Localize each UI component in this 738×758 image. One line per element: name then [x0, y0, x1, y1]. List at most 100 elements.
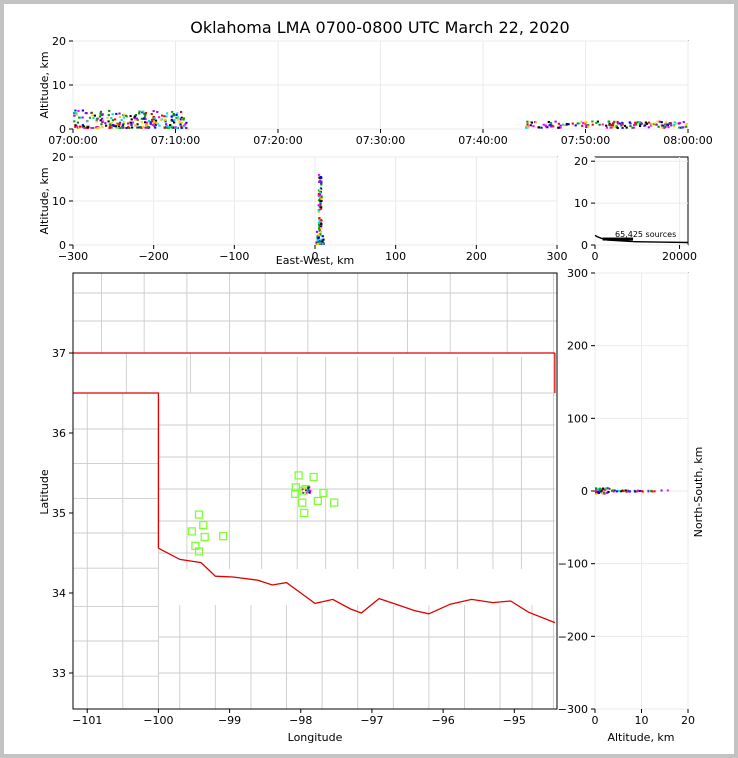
time-height-source-point	[598, 123, 601, 126]
time-height-source-point	[620, 124, 623, 127]
plan-map-ytick-label: 35	[52, 507, 66, 520]
time-height-source-point	[596, 120, 599, 123]
histogram-xtick-label: 20000	[662, 250, 697, 263]
time-height-source-point	[78, 125, 82, 128]
time-height-source-point	[682, 121, 685, 124]
ew-height-xlabel: East-West, km	[276, 254, 354, 267]
time-height-source-point	[170, 115, 173, 118]
time-height-source-point	[171, 126, 175, 129]
alt-ns-ytick-label: −300	[558, 703, 588, 716]
plan-map-ytick-label: 36	[52, 427, 66, 440]
time-height-source-point	[144, 115, 147, 118]
time-height-source-point	[134, 114, 137, 116]
time-height-source-point	[529, 124, 532, 127]
ew-height-source-point	[317, 199, 321, 202]
time-height-source-point	[635, 123, 638, 126]
time-height-source-point	[83, 126, 86, 129]
ew-height-source-point	[317, 236, 320, 239]
time-height-source-point	[95, 117, 99, 120]
alt-ns-source-point	[604, 487, 607, 490]
ew-height-source-point	[318, 173, 321, 176]
alt-ns-ytick-label: 300	[567, 267, 588, 280]
alt-ns-xtick-label: 20	[681, 714, 695, 727]
plan-map-source-point	[308, 489, 310, 491]
time-height-source-point	[138, 112, 141, 115]
time-height-source-point	[673, 121, 676, 124]
time-height-source-point	[143, 112, 146, 115]
time-height-source-point	[175, 114, 178, 116]
plan-map-panel: −101 −100 −99 −98 −97 −96 −95 33 34 35 36 37 Latitu…	[38, 272, 558, 744]
time-height-source-point	[81, 116, 84, 119]
time-height-source-point	[554, 120, 557, 123]
time-height-source-point	[615, 125, 618, 128]
time-height-source-point	[88, 126, 91, 129]
alt-ns-source-point	[660, 489, 663, 492]
time-height-source-point	[134, 124, 137, 127]
time-height-source-point	[134, 118, 137, 121]
time-height-source-point	[185, 121, 188, 124]
time-height-panel: 07:00:00 07:10:00 07:20:00 07:30:00 07:40:00…	[38, 35, 713, 147]
time-height-xtick-label: 07:30:00	[356, 134, 405, 147]
alt-ns-source-point	[653, 490, 656, 493]
time-height-source-point	[130, 118, 133, 121]
time-height-source-point	[110, 126, 113, 129]
lma-station-marker	[309, 472, 318, 482]
time-height-source-point	[155, 122, 158, 125]
lma-station-marker	[299, 486, 308, 495]
alt-ns-source-point	[622, 490, 625, 493]
plan-map-source-point	[309, 492, 311, 494]
time-height-source-point	[111, 113, 114, 116]
ew-height-source-point	[315, 241, 318, 244]
time-height-source-point	[677, 122, 680, 125]
time-height-source-point	[75, 125, 79, 128]
time-height-source-point	[137, 126, 140, 129]
time-height-source-point	[140, 117, 143, 120]
time-height-source-point	[180, 126, 183, 129]
histogram-panel: 0 20000 0 10 20 65,425 sources	[574, 155, 697, 263]
time-height-source-point	[74, 109, 77, 112]
alt-ns-source-point	[604, 488, 607, 491]
time-height-source-point	[625, 126, 628, 129]
time-height-source-point	[542, 123, 545, 126]
time-height-source-point	[563, 124, 566, 127]
time-height-source-point	[158, 116, 161, 119]
alt-ns-source-point	[624, 489, 627, 492]
time-height-source-point	[584, 123, 587, 126]
alt-ns-ytick-label: −100	[558, 558, 588, 571]
ew-height-source-point	[320, 196, 323, 199]
time-height-source-point	[153, 117, 156, 120]
ew-height-source-point	[318, 218, 321, 221]
ew-height-source-point	[320, 182, 323, 184]
time-height-source-point	[105, 124, 108, 127]
time-height-source-point	[136, 118, 139, 121]
time-height-source-point	[127, 126, 130, 129]
time-height-source-point	[177, 118, 180, 121]
time-height-source-point	[668, 122, 671, 125]
lma-station-marker	[330, 498, 339, 507]
time-height-source-point	[660, 126, 663, 129]
ew-height-source-point	[317, 204, 320, 207]
time-height-source-point	[163, 126, 166, 129]
time-height-source-point	[118, 121, 122, 124]
time-height-source-point	[581, 122, 585, 125]
alt-ns-source-point	[651, 490, 654, 493]
lma-station-marker	[219, 532, 228, 541]
time-height-source-point	[525, 125, 528, 128]
time-height-source-point	[664, 122, 667, 125]
alt-ns-source-point	[666, 489, 669, 492]
plan-map-source-point	[309, 489, 312, 492]
time-height-source-point	[170, 119, 173, 122]
time-height-source-point	[166, 127, 169, 129]
plan-map-xlabel: Longitude	[288, 731, 343, 744]
ew-height-xtick-label: 300	[547, 250, 568, 263]
lma-station-marker	[194, 547, 204, 556]
time-height-source-point	[173, 126, 177, 129]
time-height-source-point	[164, 118, 167, 121]
time-height-source-point	[537, 126, 540, 129]
time-height-source-point	[154, 123, 157, 126]
time-height-xtick-label: 07:40:00	[458, 134, 507, 147]
time-height-source-point	[122, 122, 125, 125]
plan-map-xtick-label: −98	[289, 714, 312, 727]
time-height-source-point	[145, 121, 149, 124]
ew-height-source-point	[320, 198, 323, 201]
